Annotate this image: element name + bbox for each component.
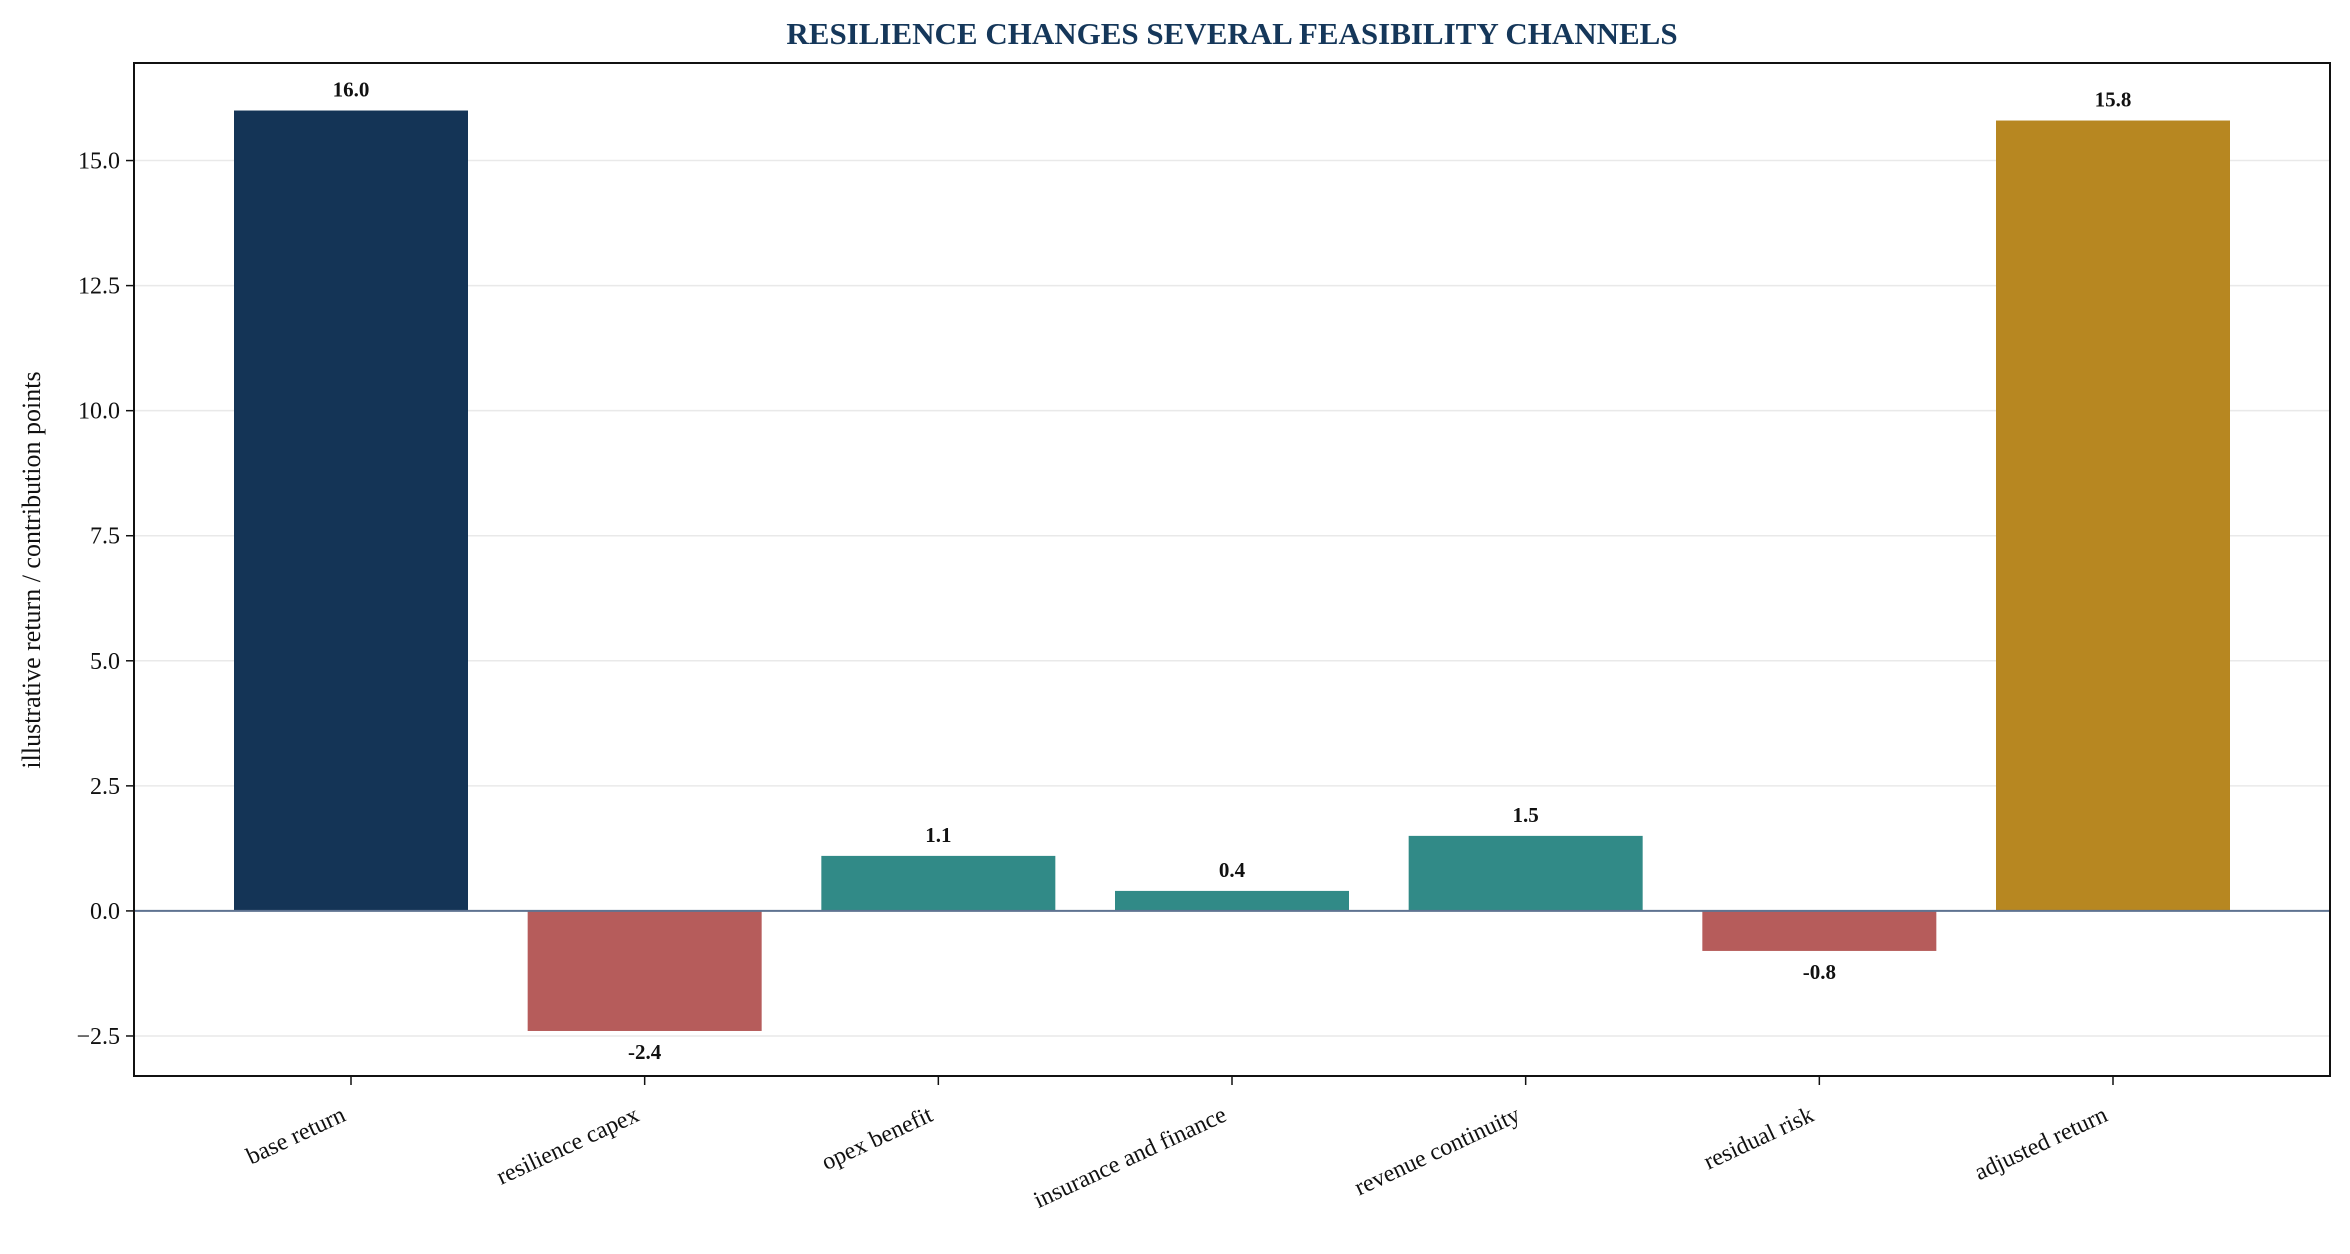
x-tick-label: adjusted return [1971,1102,2112,1186]
value-labels: 16.0 -2.4 1.1 0.4 1.5 -0.8 15.8 [333,78,2132,1064]
x-tick-label: opex benefit [818,1102,937,1176]
y-tick-label: 10.0 [78,399,120,425]
bar-adjusted-return [1996,120,2230,911]
value-label: -2.4 [628,1040,662,1064]
value-label: 15.8 [2095,88,2132,112]
bar-base-return [234,110,468,911]
bar-opex-benefit [821,855,1056,911]
y-tick-label: 7.5 [90,524,120,550]
value-label: 16.0 [333,78,370,102]
y-tick-label: 0.0 [90,899,120,925]
chart-title: RESILIENCE CHANGES SEVERAL FEASIBILITY C… [786,16,1677,51]
x-tick-label: resilience capex [493,1102,643,1191]
y-tick-label: 5.0 [90,649,120,675]
bar-residual-risk [1702,910,1937,951]
y-tick-label: −2.5 [76,1024,120,1050]
bar-insurance-and-finance [1115,890,1349,911]
x-tick-label: revenue continuity [1351,1102,1524,1201]
y-tick-label: 2.5 [90,774,120,800]
value-label: 0.4 [1219,858,1246,882]
bar-revenue-continuity [1408,835,1643,911]
y-axis-title: illustrative return / contribution point… [17,371,46,768]
x-tick-label: base return [243,1102,350,1170]
bar-resilience-capex [527,910,762,1031]
y-tick-label: 12.5 [78,274,120,300]
value-label: 1.1 [925,823,951,847]
y-axis: −2.5 0.0 2.5 5.0 7.5 10.0 12.5 15.0 [76,149,134,1050]
y-tick-label: 15.0 [78,149,120,175]
value-label: 1.5 [1513,803,1539,827]
x-tick-label: residual risk [1700,1102,1818,1175]
x-tick-label: insurance and finance [1030,1102,1231,1214]
value-label: -0.8 [1803,960,1836,984]
x-axis: base return resilience capex opex benefit i… [243,1076,2114,1214]
bars [234,110,2230,1031]
